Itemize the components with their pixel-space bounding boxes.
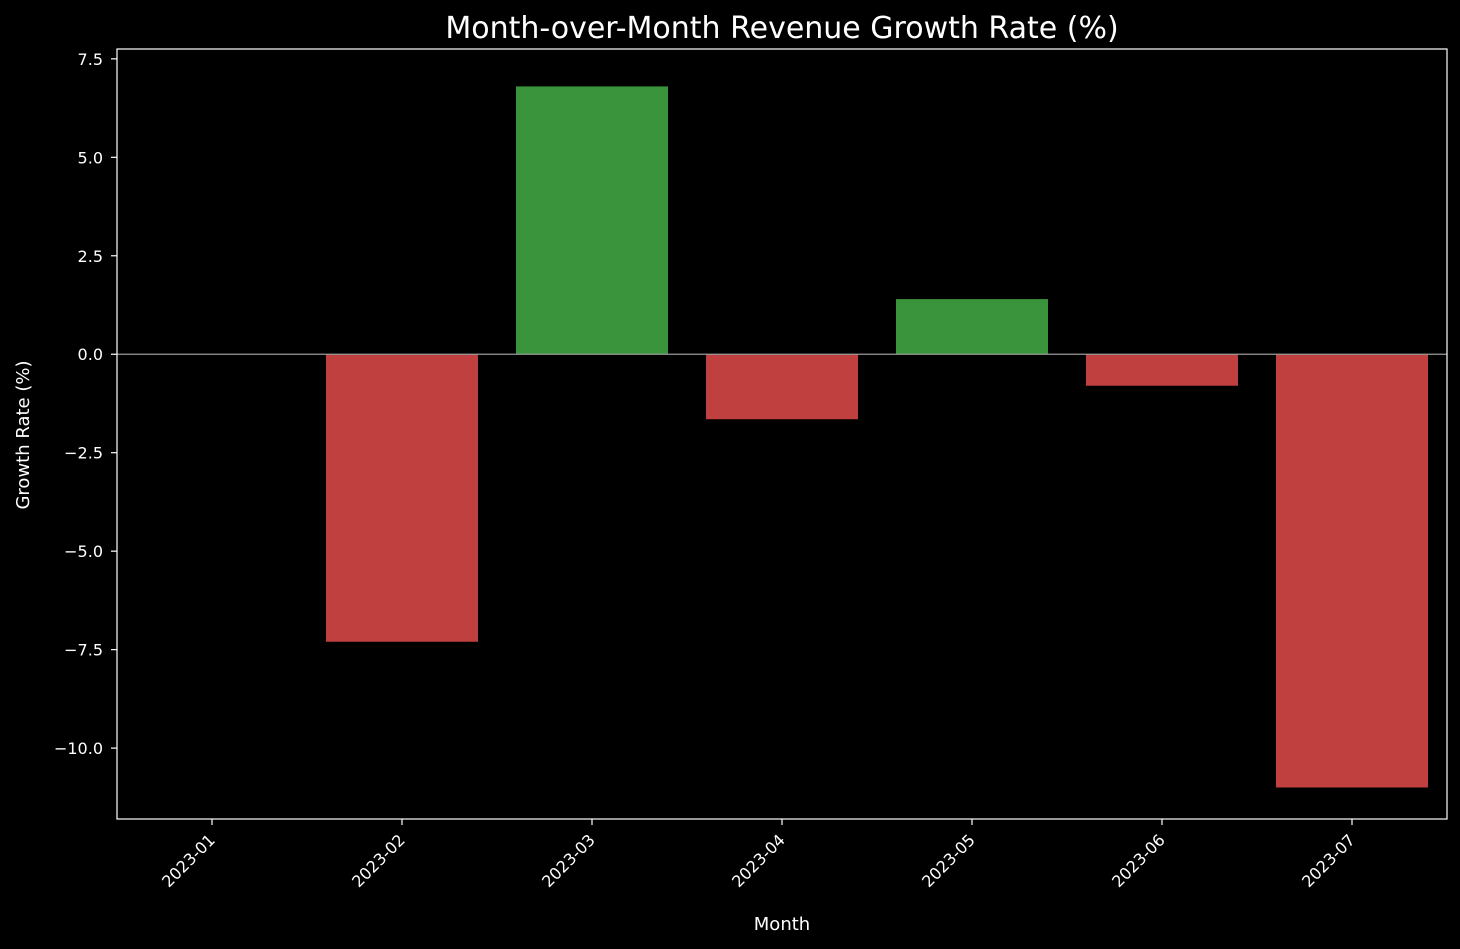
x-axis-label: Month bbox=[754, 914, 810, 935]
chart-title: Month-over-Month Revenue Growth Rate (%) bbox=[445, 11, 1118, 46]
x-tick-label: 2023-06 bbox=[1108, 830, 1169, 891]
x-tick-label: 2023-01 bbox=[158, 830, 219, 891]
plot-frame bbox=[116, 48, 1448, 820]
y-tick-label: 2.5 bbox=[78, 247, 103, 266]
y-tick-label: −2.5 bbox=[64, 444, 103, 463]
x-tick-label: 2023-07 bbox=[1298, 830, 1359, 891]
y-axis-label: Growth Rate (%) bbox=[13, 360, 34, 509]
y-tick-label: 7.5 bbox=[78, 50, 103, 69]
y-tick-label: −10.0 bbox=[54, 739, 103, 758]
y-tick-label: −7.5 bbox=[64, 641, 103, 660]
y-tick-label: 5.0 bbox=[78, 148, 103, 167]
bar-2023-07 bbox=[1276, 354, 1428, 788]
y-tick-label: 0.0 bbox=[78, 345, 103, 364]
plot-area: 7.5 5.0 2.5 0.0 −2.5 −5.0 −7.5 −10.0 2023-01 2023… bbox=[54, 48, 1448, 891]
x-tick-label: 2023-04 bbox=[728, 830, 789, 891]
x-tick-label: 2023-03 bbox=[538, 830, 599, 891]
x-tick-label: 2023-05 bbox=[918, 830, 979, 891]
y-tick-label: −5.0 bbox=[64, 542, 103, 561]
bar-2023-06 bbox=[1086, 354, 1238, 386]
bar-2023-03 bbox=[516, 86, 668, 355]
x-tick-label: 2023-02 bbox=[348, 830, 409, 891]
bar-2023-02 bbox=[326, 354, 478, 642]
bar-2023-05 bbox=[896, 299, 1048, 355]
bar-2023-04 bbox=[706, 354, 858, 420]
